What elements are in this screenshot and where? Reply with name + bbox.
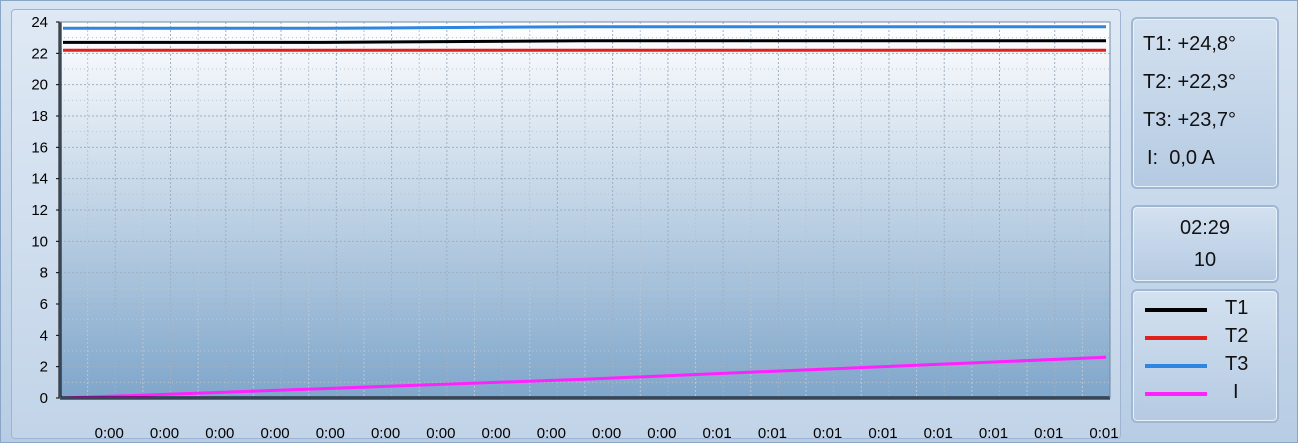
legend-swatch-i <box>1145 392 1207 396</box>
series-line-t1 <box>63 39 1106 44</box>
x-tick-label: 0:01 <box>758 425 787 438</box>
t2-reading: T2: +22,3° <box>1143 71 1237 93</box>
y-tick-label: 16 <box>31 139 48 156</box>
legend-item-t3: T3 <box>1145 353 1275 377</box>
legend-swatch-t1 <box>1145 308 1207 312</box>
legend-label-t3: T3 <box>1225 353 1249 375</box>
x-tick-label: 0:00 <box>592 425 621 438</box>
t3-reading: T3: +23,7° <box>1143 109 1237 131</box>
x-tick-label: 0:01 <box>1089 425 1118 438</box>
legend-swatch-t2 <box>1145 336 1207 340</box>
y-tick-label: 6 <box>40 296 48 313</box>
series-line-t3 <box>63 25 1106 30</box>
time-panel: 02:29 10 <box>1131 205 1279 283</box>
x-tick-label: 0:00 <box>371 425 400 438</box>
x-tick-label: 0:00 <box>537 425 566 438</box>
x-tick-label: 0:01 <box>979 425 1008 438</box>
series-lines <box>62 25 1107 400</box>
x-tick-label: 0:00 <box>150 425 179 438</box>
legend-item-t1: T1 <box>1145 297 1275 321</box>
legend: T1 T2 T3 I <box>1131 289 1279 423</box>
x-tick-label: 0:00 <box>95 425 124 438</box>
x-tick-label: 0:00 <box>205 425 234 438</box>
x-tick-label: 0:01 <box>1034 425 1063 438</box>
legend-item-t2: T2 <box>1145 325 1275 349</box>
series-line-i <box>62 355 1107 400</box>
x-axis-ticks: 0:00 0:00 0:00 0:00 0:00 0:00 0:00 0:00 0:00 0:00… <box>95 425 1119 438</box>
y-tick-label: 4 <box>40 327 48 344</box>
x-tick-label: 0:01 <box>924 425 953 438</box>
legend-label-t2: T2 <box>1225 325 1249 347</box>
y-tick-label: 0 <box>40 390 48 407</box>
t1-reading: T1: +24,8° <box>1143 33 1237 55</box>
x-tick-label: 0:01 <box>813 425 842 438</box>
y-tick-label: 20 <box>31 77 48 94</box>
x-tick-label: 0:01 <box>703 425 732 438</box>
chart-panel: 0 2 4 6 8 10 12 14 16 18 20 22 24 0:00 0:00 0:00 0:00 0:… <box>11 9 1121 439</box>
y-tick-label: 18 <box>31 108 48 125</box>
legend-swatch-t3 <box>1145 364 1207 368</box>
legend-label-t1: T1 <box>1225 297 1249 319</box>
y-tick-label: 8 <box>40 265 48 282</box>
x-tick-label: 0:00 <box>482 425 511 438</box>
elapsed-time: 02:29 <box>1179 217 1231 239</box>
x-tick-label: 0:00 <box>260 425 289 438</box>
x-tick-label: 0:01 <box>868 425 897 438</box>
legend-item-i: I <box>1145 381 1275 405</box>
x-tick-label: 0:00 <box>426 425 455 438</box>
y-tick-label: 22 <box>31 45 48 62</box>
plot-border <box>59 21 1111 399</box>
x-tick-label: 0:00 <box>647 425 676 438</box>
y-tick-label: 14 <box>31 171 48 188</box>
current-reading: I: 0,0 A <box>1147 147 1215 169</box>
y-tick-label: 24 <box>31 14 48 31</box>
y-tick-label: 2 <box>40 359 48 376</box>
y-tick-label: 12 <box>31 202 48 219</box>
legend-label-i: I <box>1233 381 1239 403</box>
sample-count: 10 <box>1193 249 1217 271</box>
readings-panel: T1: +24,8° T2: +22,3° T3: +23,7° I: 0,0 … <box>1131 17 1279 189</box>
x-tick-label: 0:00 <box>316 425 345 438</box>
y-tick-label: 10 <box>31 233 48 250</box>
